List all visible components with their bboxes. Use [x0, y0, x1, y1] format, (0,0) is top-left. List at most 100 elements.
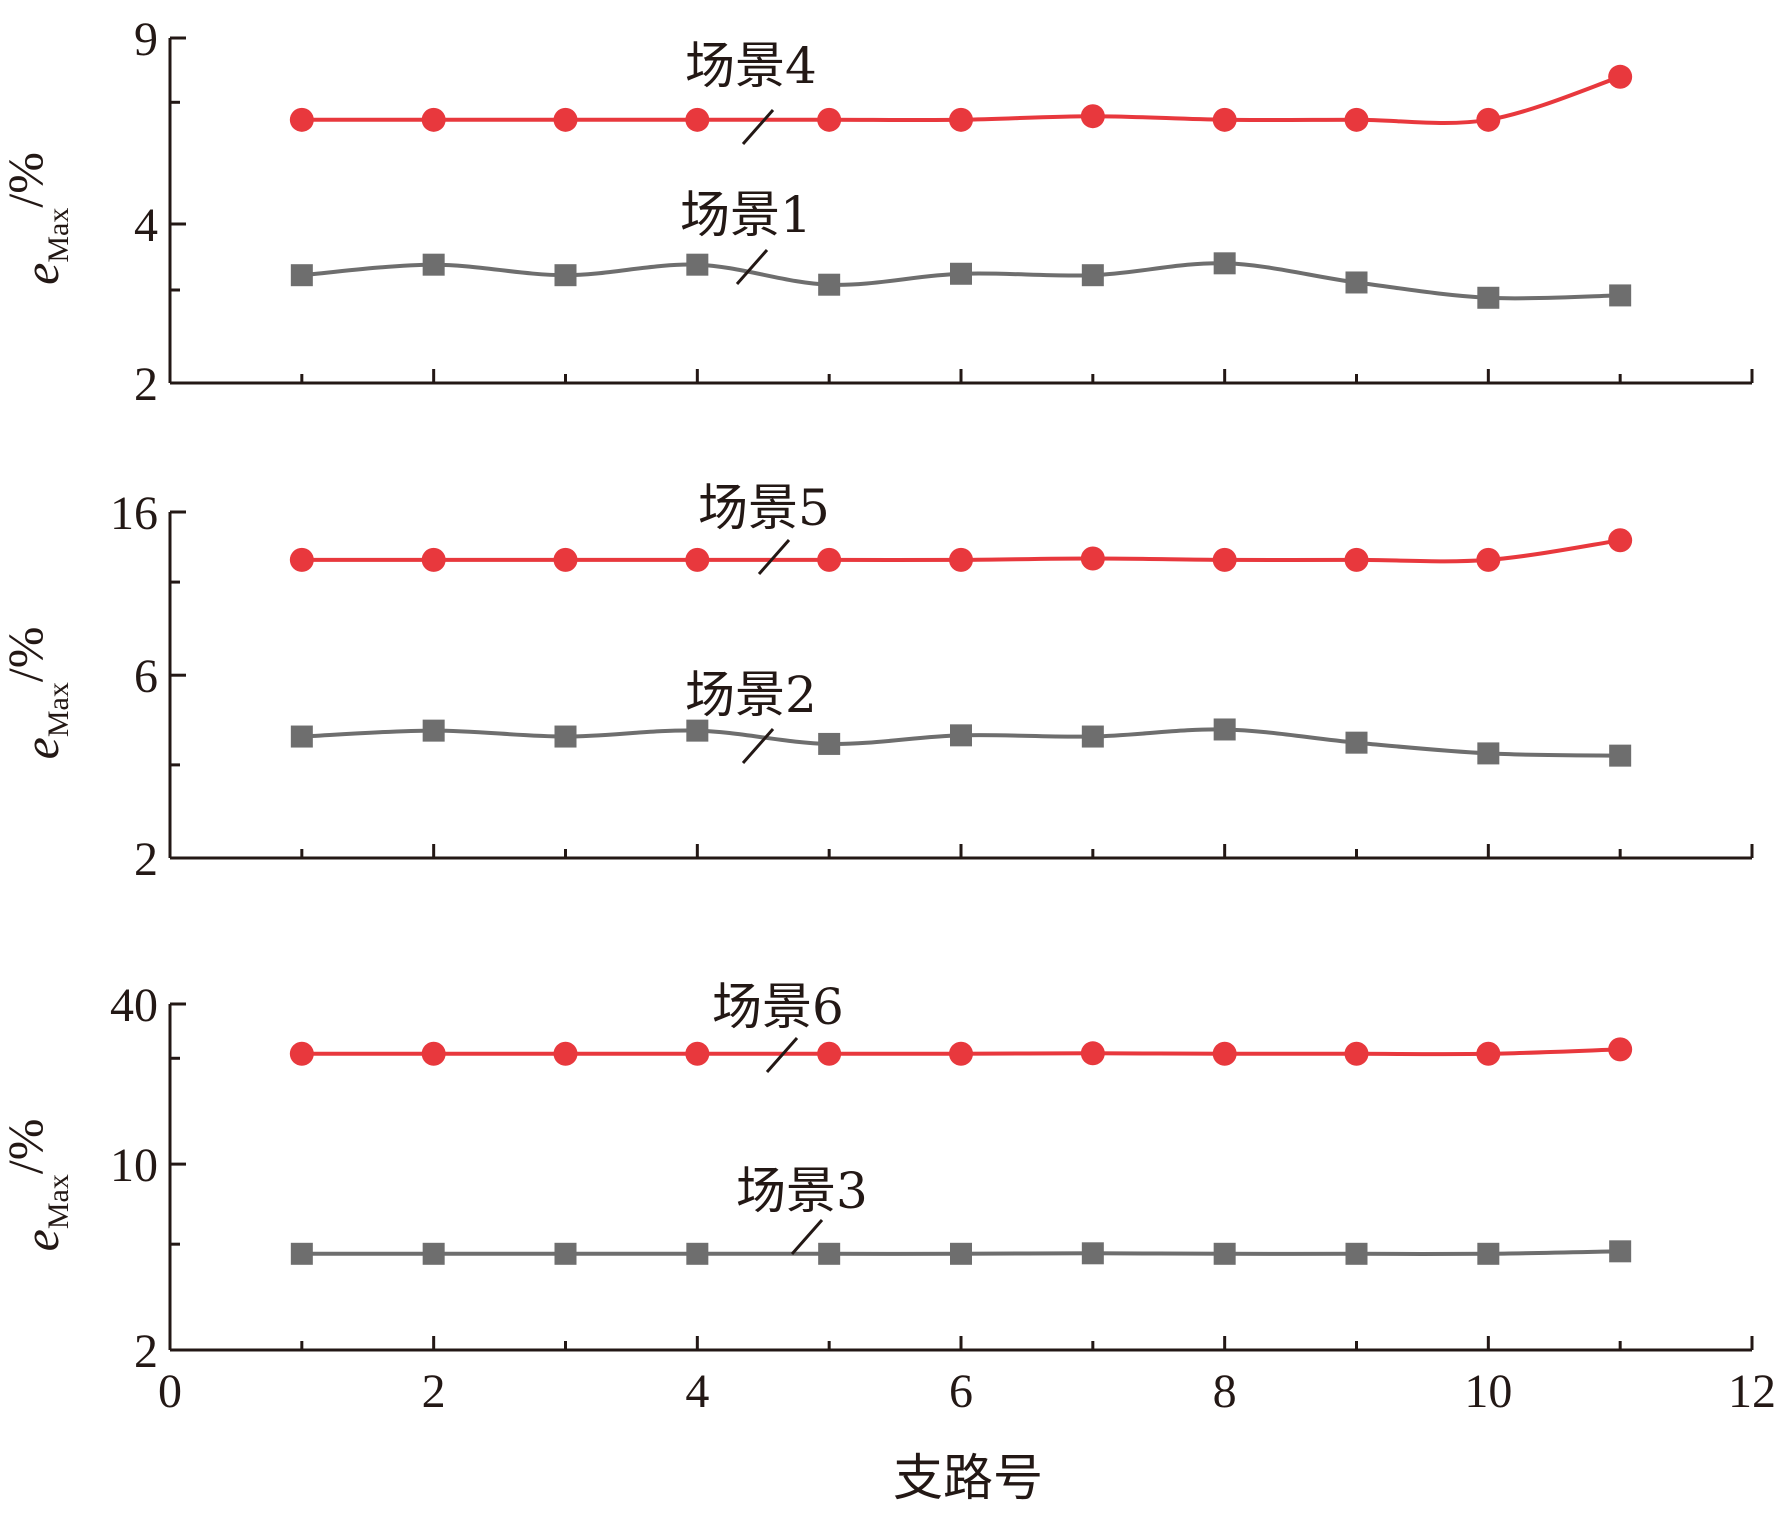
data-point [817, 107, 842, 132]
data-point [1345, 1242, 1368, 1265]
annotation-leader [741, 109, 775, 145]
annotation-leader [741, 728, 775, 764]
data-point [950, 1242, 972, 1265]
x-axis-title: 支路号 [893, 1449, 1043, 1507]
data-point [1608, 1037, 1633, 1062]
series-label: 场景5 [698, 479, 830, 537]
data-point [1476, 547, 1501, 572]
series-label: 场景2 [685, 666, 817, 724]
data-point [1212, 547, 1237, 572]
y-tick-label: 6 [134, 650, 158, 703]
y-axis-title-main: e [13, 737, 69, 759]
data-point [1477, 286, 1500, 309]
data-point [1345, 731, 1368, 754]
data-point [554, 725, 577, 748]
y-axis-title: eMax/% [0, 1119, 75, 1252]
y-axis-title-sub: Max [42, 682, 75, 737]
data-point [1081, 1242, 1104, 1265]
data-point [290, 1242, 313, 1265]
data-point [1213, 1242, 1236, 1265]
y-tick-label: 2 [134, 1325, 158, 1378]
data-point [1081, 264, 1104, 287]
data-point [686, 253, 709, 276]
y-axis-title: eMax/% [0, 627, 75, 760]
data-point [1609, 284, 1632, 307]
data-point [1608, 64, 1633, 89]
y-axis-title-sub: Max [42, 1174, 75, 1229]
y-axis-title-unit: /% [0, 1119, 53, 1175]
data-point [1212, 1041, 1237, 1066]
data-point [1476, 1041, 1501, 1066]
data-point [421, 547, 446, 572]
annotation-leader [765, 1037, 799, 1073]
data-point [1345, 271, 1368, 294]
data-point [289, 107, 314, 132]
x-tick-label: 6 [949, 1365, 973, 1418]
data-point [686, 719, 709, 742]
x-tick-label: 4 [685, 1365, 709, 1418]
data-point [421, 1041, 446, 1066]
data-point [422, 719, 445, 742]
y-axis-title-main: e [13, 263, 69, 285]
data-point [290, 264, 313, 287]
series-label: 场景1 [680, 186, 812, 244]
data-point [1344, 107, 1369, 132]
data-point [1213, 252, 1236, 275]
y-tick-label: 4 [134, 199, 158, 252]
y-axis-title-sub: Max [42, 208, 75, 263]
data-point [554, 1242, 577, 1265]
data-point [950, 724, 972, 747]
data-point [1608, 528, 1633, 553]
x-tick-label: 10 [1464, 1365, 1512, 1418]
data-point [818, 273, 841, 296]
data-point [553, 107, 578, 132]
y-axis-title-main: e [13, 1229, 69, 1251]
x-tick-label: 8 [1213, 1365, 1237, 1418]
data-point [685, 1041, 710, 1066]
data-point [817, 1041, 842, 1066]
annotation-leader [790, 1219, 824, 1255]
data-point [422, 253, 445, 276]
y-tick-label: 2 [134, 358, 158, 411]
y-axis-title-unit: /% [0, 152, 53, 208]
data-point [1344, 547, 1369, 572]
y-tick-label: 40 [110, 979, 158, 1032]
data-point [554, 264, 577, 287]
data-point [1476, 107, 1501, 132]
data-point [818, 732, 841, 755]
x-tick-label: 12 [1728, 1365, 1776, 1418]
data-point [818, 1242, 841, 1265]
x-tick-label: 0 [158, 1365, 182, 1418]
panel-middle: 16 6 2 eMax/% 场景5 场景2 [0, 479, 1754, 886]
y-tick-label: 2 [134, 833, 158, 886]
x-tick-label: 2 [422, 1365, 446, 1418]
data-point [817, 547, 842, 572]
data-point [685, 547, 710, 572]
data-point [950, 262, 972, 285]
annotation-leader [735, 249, 769, 285]
data-point [421, 107, 446, 132]
data-point [290, 725, 313, 748]
y-tick-label: 16 [110, 487, 158, 540]
data-point [1080, 104, 1105, 129]
data-point [289, 1041, 314, 1066]
data-point [1080, 546, 1105, 571]
data-point [949, 1041, 973, 1066]
y-axis-title-unit: /% [0, 627, 53, 683]
data-point [949, 547, 973, 572]
data-point [289, 547, 314, 572]
data-point [553, 1041, 578, 1066]
data-point [685, 107, 710, 132]
series-label: 场景4 [685, 37, 817, 95]
data-point [686, 1242, 709, 1265]
y-tick-label: 10 [110, 1139, 158, 1192]
series-label: 场景3 [736, 1162, 868, 1220]
data-point [1212, 107, 1237, 132]
data-point [1081, 725, 1104, 748]
data-point [1609, 1240, 1632, 1263]
data-point [949, 107, 973, 132]
data-point [553, 547, 578, 572]
data-point [1213, 718, 1236, 741]
